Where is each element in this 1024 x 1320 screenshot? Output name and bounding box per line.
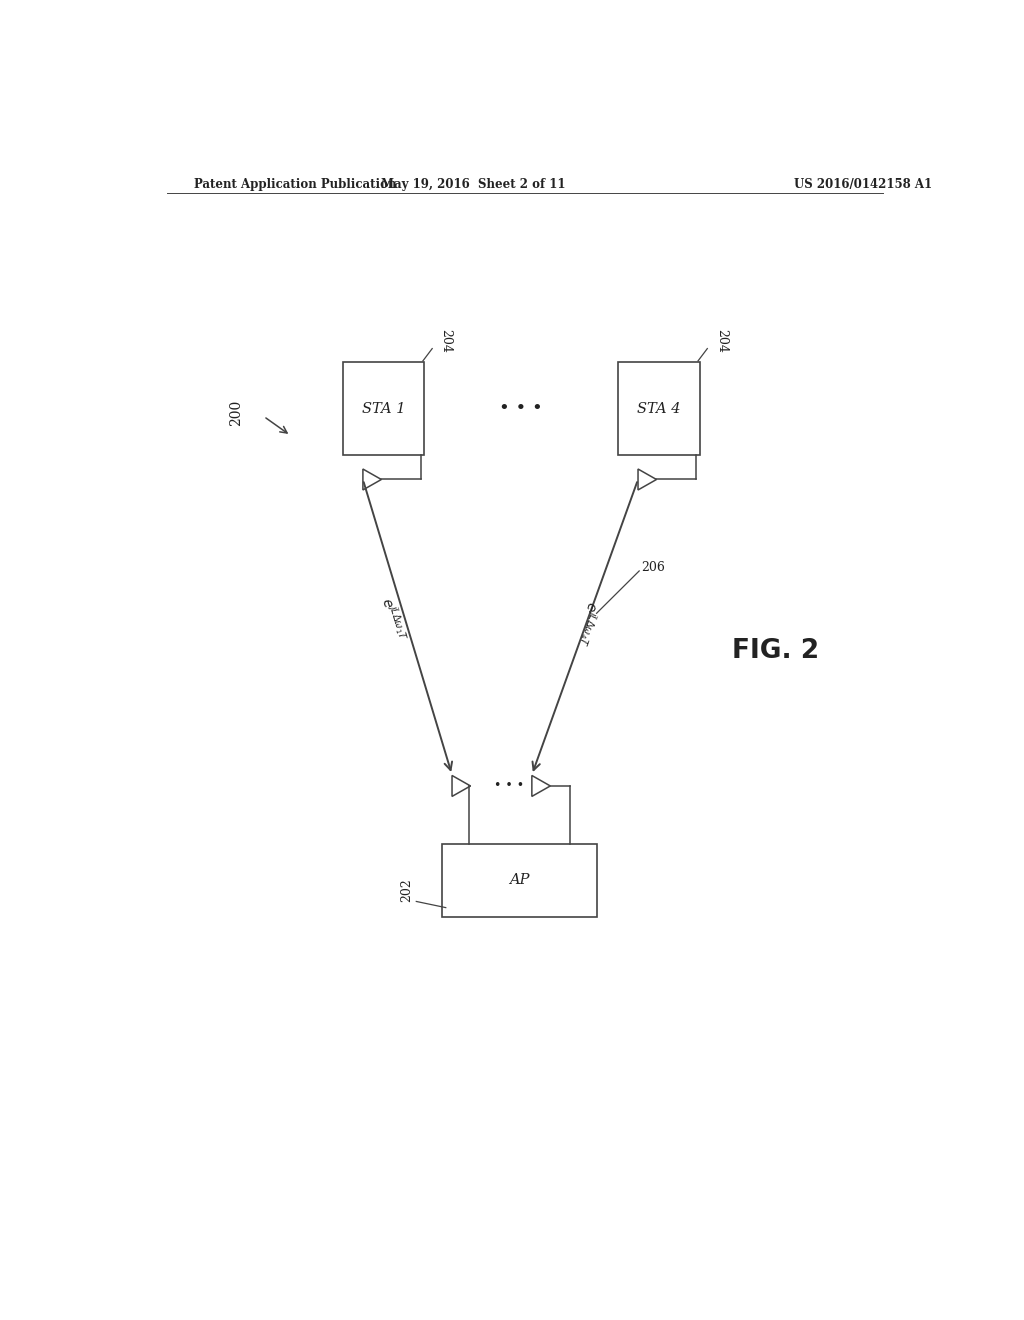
Text: STA 4: STA 4 [637,401,681,416]
Text: US 2016/0142158 A1: US 2016/0142158 A1 [795,178,933,190]
Text: STA 1: STA 1 [362,401,406,416]
Text: AP: AP [509,874,529,887]
Text: • • •: • • • [500,400,543,417]
Text: 202: 202 [400,878,414,902]
Text: 204: 204 [715,329,728,352]
Bar [442,843,597,917]
Text: 206: 206 [641,561,665,574]
Bar [343,363,424,455]
Text: $e^{jL\Delta\omega_1 T}$: $e^{jL\Delta\omega_1 T}$ [378,595,409,644]
Text: • • •: • • • [494,779,524,792]
Text: Patent Application Publication: Patent Application Publication [194,178,396,190]
Text: May 19, 2016  Sheet 2 of 11: May 19, 2016 Sheet 2 of 11 [381,178,565,190]
Text: 204: 204 [439,329,453,352]
Bar [618,363,699,455]
Text: FIG. 2: FIG. 2 [731,638,818,664]
Text: $e^{jL\Delta\omega_4 T}$: $e^{jL\Delta\omega_4 T}$ [570,598,602,647]
Text: 200: 200 [229,400,244,425]
